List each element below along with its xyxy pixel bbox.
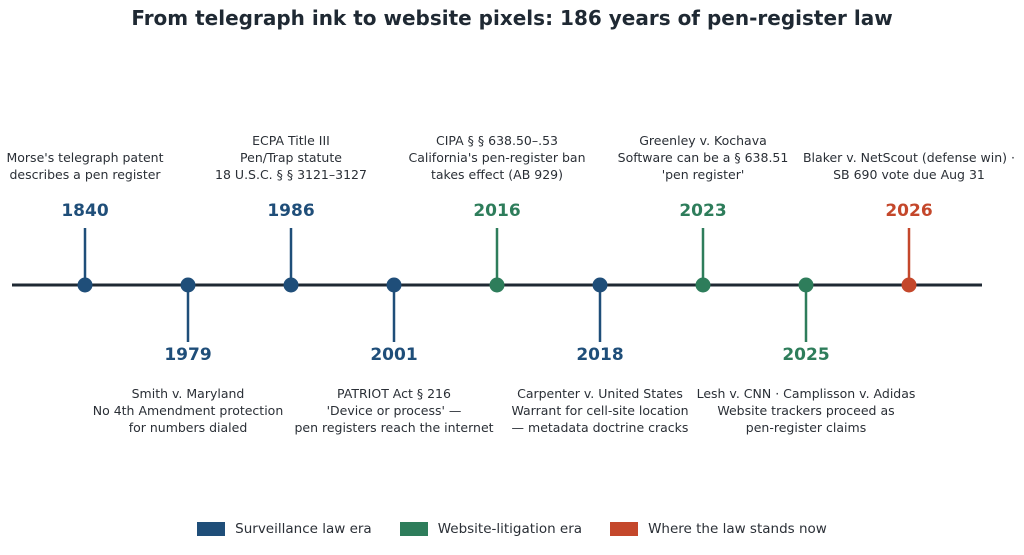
event-label-2018: Carpenter v. United States Warrant for ce…	[480, 385, 720, 436]
event-dot-2025	[798, 277, 814, 293]
event-label-line: SB 690 vote due Aug 31	[833, 167, 985, 182]
event-dot-2016	[489, 277, 505, 293]
event-year-1840: 1840	[61, 201, 109, 221]
legend-label: Surveillance law era	[235, 521, 372, 537]
event-label-line: CIPA § § 638.50–.53	[436, 133, 558, 148]
event-label-line: California's pen-register ban	[408, 150, 586, 165]
event-label-line: Greenley v. Kochava	[639, 133, 767, 148]
event-label-2025: Lesh v. CNN · Camplisson v. Adidas Websit…	[686, 385, 926, 436]
event-year-2025: 2025	[782, 345, 830, 365]
legend: Surveillance law era Website-litigation e…	[0, 521, 1024, 537]
event-label-line: takes effect (AB 929)	[431, 167, 563, 182]
event-label-line: Morse's telegraph patent	[6, 150, 164, 165]
event-label-line: PATRIOT Act § 216	[337, 386, 451, 401]
event-dot-2023	[695, 277, 711, 293]
legend-label: Website-litigation era	[437, 521, 583, 537]
event-label-1979: Smith v. Maryland No 4th Amendment protec…	[68, 385, 308, 436]
event-label-2026: Blaker v. NetScout (defense win) · SB 690…	[789, 149, 1024, 183]
event-label-line: Smith v. Maryland	[131, 386, 245, 401]
event-label-line: Warrant for cell-site location	[511, 403, 689, 418]
event-label-line: — metadata doctrine cracks	[511, 420, 689, 435]
event-dot-2001	[386, 277, 402, 293]
timeline-diagram	[12, 228, 982, 342]
event-stems	[83, 228, 911, 342]
event-label-1986: ECPA Title III Pen/Trap statute 18 U.S.C. …	[171, 132, 411, 183]
event-label-2023: Greenley v. Kochava Software can be a § 6…	[583, 132, 823, 183]
event-year-1986: 1986	[267, 201, 315, 221]
event-year-2023: 2023	[679, 201, 727, 221]
event-dot-1840	[77, 277, 93, 293]
event-label-line: 'pen register'	[661, 167, 745, 182]
legend-item-surveillance: Surveillance law era	[197, 521, 372, 537]
event-dots	[77, 277, 917, 293]
event-label-2016: CIPA § § 638.50–.53 California's pen-regi…	[377, 132, 617, 183]
legend-label: Where the law stands now	[648, 521, 827, 537]
event-year-1979: 1979	[164, 345, 212, 365]
event-label-line: Lesh v. CNN · Camplisson v. Adidas	[696, 386, 916, 401]
legend-swatch	[399, 522, 428, 536]
event-label-line: describes a pen register	[9, 167, 161, 182]
legend-item-website: Website-litigation era	[399, 521, 583, 537]
event-label-line: Blaker v. NetScout (defense win) ·	[802, 150, 1015, 165]
event-label-line: 18 U.S.C. § § 3121–3127	[215, 167, 367, 182]
event-label-line: pen-register claims	[745, 420, 867, 435]
event-year-2001: 2001	[370, 345, 418, 365]
event-dot-2026	[901, 277, 917, 293]
event-label-line: Carpenter v. United States	[517, 386, 683, 401]
event-label-2001: PATRIOT Act § 216 'Device or process' — pe…	[274, 385, 514, 436]
event-label-line: No 4th Amendment protection	[92, 403, 284, 418]
event-label-line: Pen/Trap statute	[240, 150, 342, 165]
event-dot-1986	[283, 277, 299, 293]
event-label-line: for numbers dialed	[128, 420, 248, 435]
event-label-1840: Morse's telegraph patent describes a pen …	[0, 149, 205, 183]
event-label-line: Software can be a § 638.51	[617, 150, 789, 165]
event-label-line: ECPA Title III	[252, 133, 330, 148]
event-dot-1979	[180, 277, 196, 293]
event-dot-2018	[592, 277, 608, 293]
page-title: From telegraph ink to website pixels: 18…	[131, 6, 893, 30]
legend-item-now: Where the law stands now	[610, 521, 827, 537]
legend-swatch	[610, 522, 639, 536]
event-year-2016: 2016	[473, 201, 521, 221]
event-label-line: 'Device or process' —	[326, 403, 462, 418]
event-year-2018: 2018	[576, 345, 624, 365]
event-label-line: Website trackers proceed as	[717, 403, 895, 418]
legend-swatch	[197, 522, 226, 536]
event-year-2026: 2026	[885, 201, 933, 221]
event-label-line: pen registers reach the internet	[294, 420, 494, 435]
